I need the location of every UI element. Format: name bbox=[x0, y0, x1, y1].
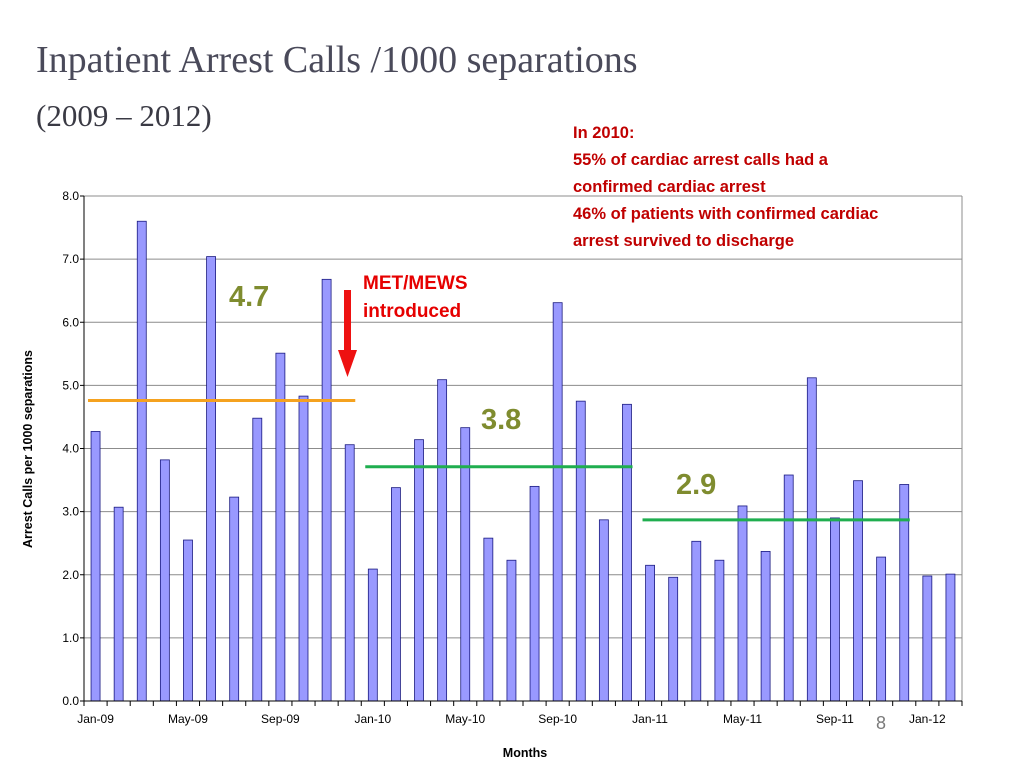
bar-Aug-09 bbox=[252, 417, 263, 702]
bar-Mar-11 bbox=[691, 540, 702, 702]
average-label-2011: 2.9 bbox=[676, 469, 717, 501]
bars bbox=[90, 220, 956, 702]
bar-Nov-11 bbox=[876, 556, 887, 702]
y-tick-label: 3.0 bbox=[62, 505, 79, 519]
bar-May-11 bbox=[737, 505, 748, 702]
bar-May-10 bbox=[460, 427, 471, 702]
bar-Oct-09 bbox=[298, 395, 309, 702]
note-line: confirmed cardiac arrest bbox=[573, 178, 766, 196]
bar-May-09 bbox=[183, 539, 193, 702]
average-label-2010: 3.8 bbox=[481, 404, 522, 436]
bar-Apr-11 bbox=[714, 559, 725, 702]
bar-Mar-09 bbox=[136, 220, 147, 702]
note-line: 55% of cardiac arrest calls had a bbox=[573, 151, 828, 169]
bar-Sep-09 bbox=[275, 352, 286, 702]
bar-Nov-10 bbox=[598, 519, 609, 702]
y-tick-label: 5.0 bbox=[62, 378, 79, 392]
x-tick-label: Sep-10 bbox=[538, 712, 577, 726]
axes: 0.0 1.0 2.0 3.0 4.0 5.0 6.0 7.0 8.0 Jan-09 May-09 S… bbox=[62, 189, 963, 726]
bar-Jul-10 bbox=[506, 559, 517, 702]
y-tick-label: 7.0 bbox=[62, 252, 79, 266]
bar-Oct-11 bbox=[853, 480, 863, 702]
x-tick-label: Jan-10 bbox=[354, 712, 391, 726]
key-finding-note: In 2010: 55% of cardiac arrest calls had… bbox=[573, 120, 973, 255]
y-tick-label: 1.0 bbox=[62, 631, 79, 645]
y-axis-title: Arrest Calls per 1000 separations bbox=[21, 350, 35, 548]
y-tick-label: 4.0 bbox=[62, 442, 79, 456]
bar-Nov-09 bbox=[321, 278, 332, 702]
x-axis-title: Months bbox=[503, 746, 547, 760]
met-mews-line: MET/MEWS bbox=[363, 273, 468, 294]
met-mews-line: introduced bbox=[363, 301, 462, 322]
bar-Jan-11 bbox=[645, 564, 655, 702]
bar-Feb-12 bbox=[945, 573, 956, 702]
bar-Sep-11 bbox=[830, 517, 840, 702]
bar-Feb-10 bbox=[391, 487, 401, 702]
bar-Feb-09 bbox=[113, 506, 124, 702]
y-tick-label: 0.0 bbox=[62, 694, 79, 708]
bar-Jul-11 bbox=[783, 474, 794, 702]
y-tick-label: 2.0 bbox=[62, 568, 79, 582]
x-tick-label: May-09 bbox=[168, 712, 208, 726]
met-mews-annotation: MET/MEWS introduced bbox=[363, 270, 468, 326]
bar-Feb-11 bbox=[668, 576, 679, 702]
bar-Jul-09 bbox=[229, 496, 240, 702]
down-arrow-icon bbox=[338, 290, 357, 377]
bar-Aug-11 bbox=[806, 377, 817, 702]
x-tick-label: May-10 bbox=[445, 712, 485, 726]
x-tick-label: Jan-09 bbox=[77, 712, 114, 726]
x-tick-label: Jan-12 bbox=[909, 712, 946, 726]
bar-Oct-10 bbox=[575, 400, 586, 702]
average-label-2009: 4.7 bbox=[229, 281, 270, 313]
x-tick-label: Jan-11 bbox=[632, 712, 668, 726]
bar-Dec-10 bbox=[622, 403, 632, 702]
note-line: arrest survived to discharge bbox=[573, 232, 795, 250]
y-tick-label: 6.0 bbox=[62, 315, 79, 329]
average-lines bbox=[88, 399, 910, 522]
bar-Apr-09 bbox=[159, 459, 170, 702]
bar-Jan-09 bbox=[90, 431, 101, 702]
bar-Sep-10 bbox=[552, 302, 563, 702]
y-tick-label: 8.0 bbox=[62, 189, 79, 203]
slide-number: 8 bbox=[876, 713, 887, 733]
bar-Mar-10 bbox=[414, 439, 424, 702]
slide-title: Inpatient Arrest Calls /1000 separations bbox=[36, 39, 638, 81]
x-tick-label: May-11 bbox=[723, 712, 762, 726]
bar-Dec-09 bbox=[344, 444, 355, 702]
bar-Jun-10 bbox=[483, 537, 494, 702]
bar-Aug-10 bbox=[529, 485, 540, 702]
bar-Jan-10 bbox=[367, 568, 378, 702]
bar-Jun-11 bbox=[760, 550, 771, 702]
bar-Jan-12 bbox=[922, 575, 933, 702]
slide-subtitle: (2009 – 2012) bbox=[36, 98, 212, 133]
x-tick-label: Sep-09 bbox=[261, 712, 300, 726]
bar-Dec-11 bbox=[899, 484, 910, 702]
x-tick-label: Sep-11 bbox=[816, 712, 854, 726]
bar-Apr-10 bbox=[437, 379, 448, 702]
bar-Jun-09 bbox=[206, 256, 216, 702]
note-line: In 2010: bbox=[573, 124, 635, 142]
note-line: 46% of patients with confirmed cardiac bbox=[573, 205, 879, 223]
